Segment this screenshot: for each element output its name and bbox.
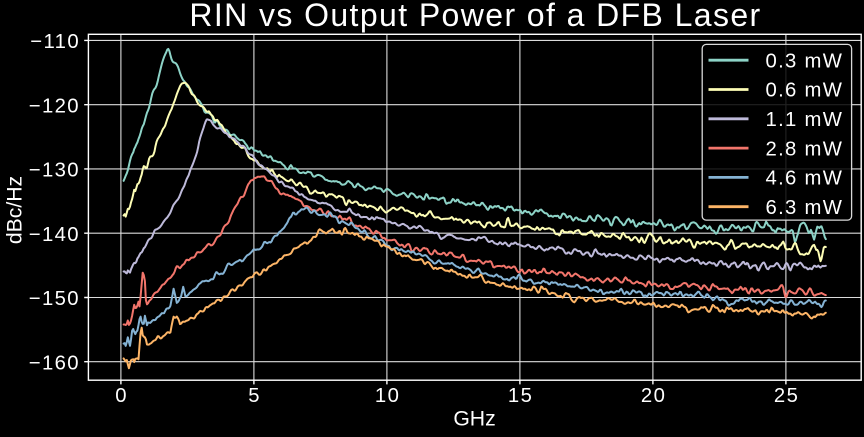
svg-text:0.3 mW: 0.3 mW bbox=[766, 50, 844, 72]
svg-text:0.6 mW: 0.6 mW bbox=[766, 80, 844, 102]
svg-text:RIN vs Output Power of a DFB L: RIN vs Output Power of a DFB Laser bbox=[189, 0, 761, 33]
svg-text:20: 20 bbox=[641, 385, 666, 407]
svg-text:−160: −160 bbox=[29, 352, 80, 374]
svg-text:−150: −150 bbox=[29, 288, 80, 310]
svg-text:15: 15 bbox=[508, 385, 533, 407]
svg-text:1.1 mW: 1.1 mW bbox=[766, 109, 844, 131]
svg-text:4.6 mW: 4.6 mW bbox=[766, 168, 844, 190]
svg-text:dBc/Hz: dBc/Hz bbox=[4, 176, 27, 244]
svg-text:GHz: GHz bbox=[453, 407, 495, 430]
svg-text:6.3 mW: 6.3 mW bbox=[766, 197, 844, 219]
svg-text:−130: −130 bbox=[29, 160, 80, 182]
svg-text:2.8 mW: 2.8 mW bbox=[766, 138, 844, 160]
svg-text:25: 25 bbox=[774, 385, 799, 407]
svg-text:−140: −140 bbox=[29, 224, 80, 246]
svg-text:10: 10 bbox=[375, 385, 400, 407]
svg-text:0: 0 bbox=[115, 385, 128, 407]
svg-text:−110: −110 bbox=[30, 31, 80, 53]
svg-text:5: 5 bbox=[248, 385, 261, 407]
svg-text:−120: −120 bbox=[29, 95, 80, 117]
